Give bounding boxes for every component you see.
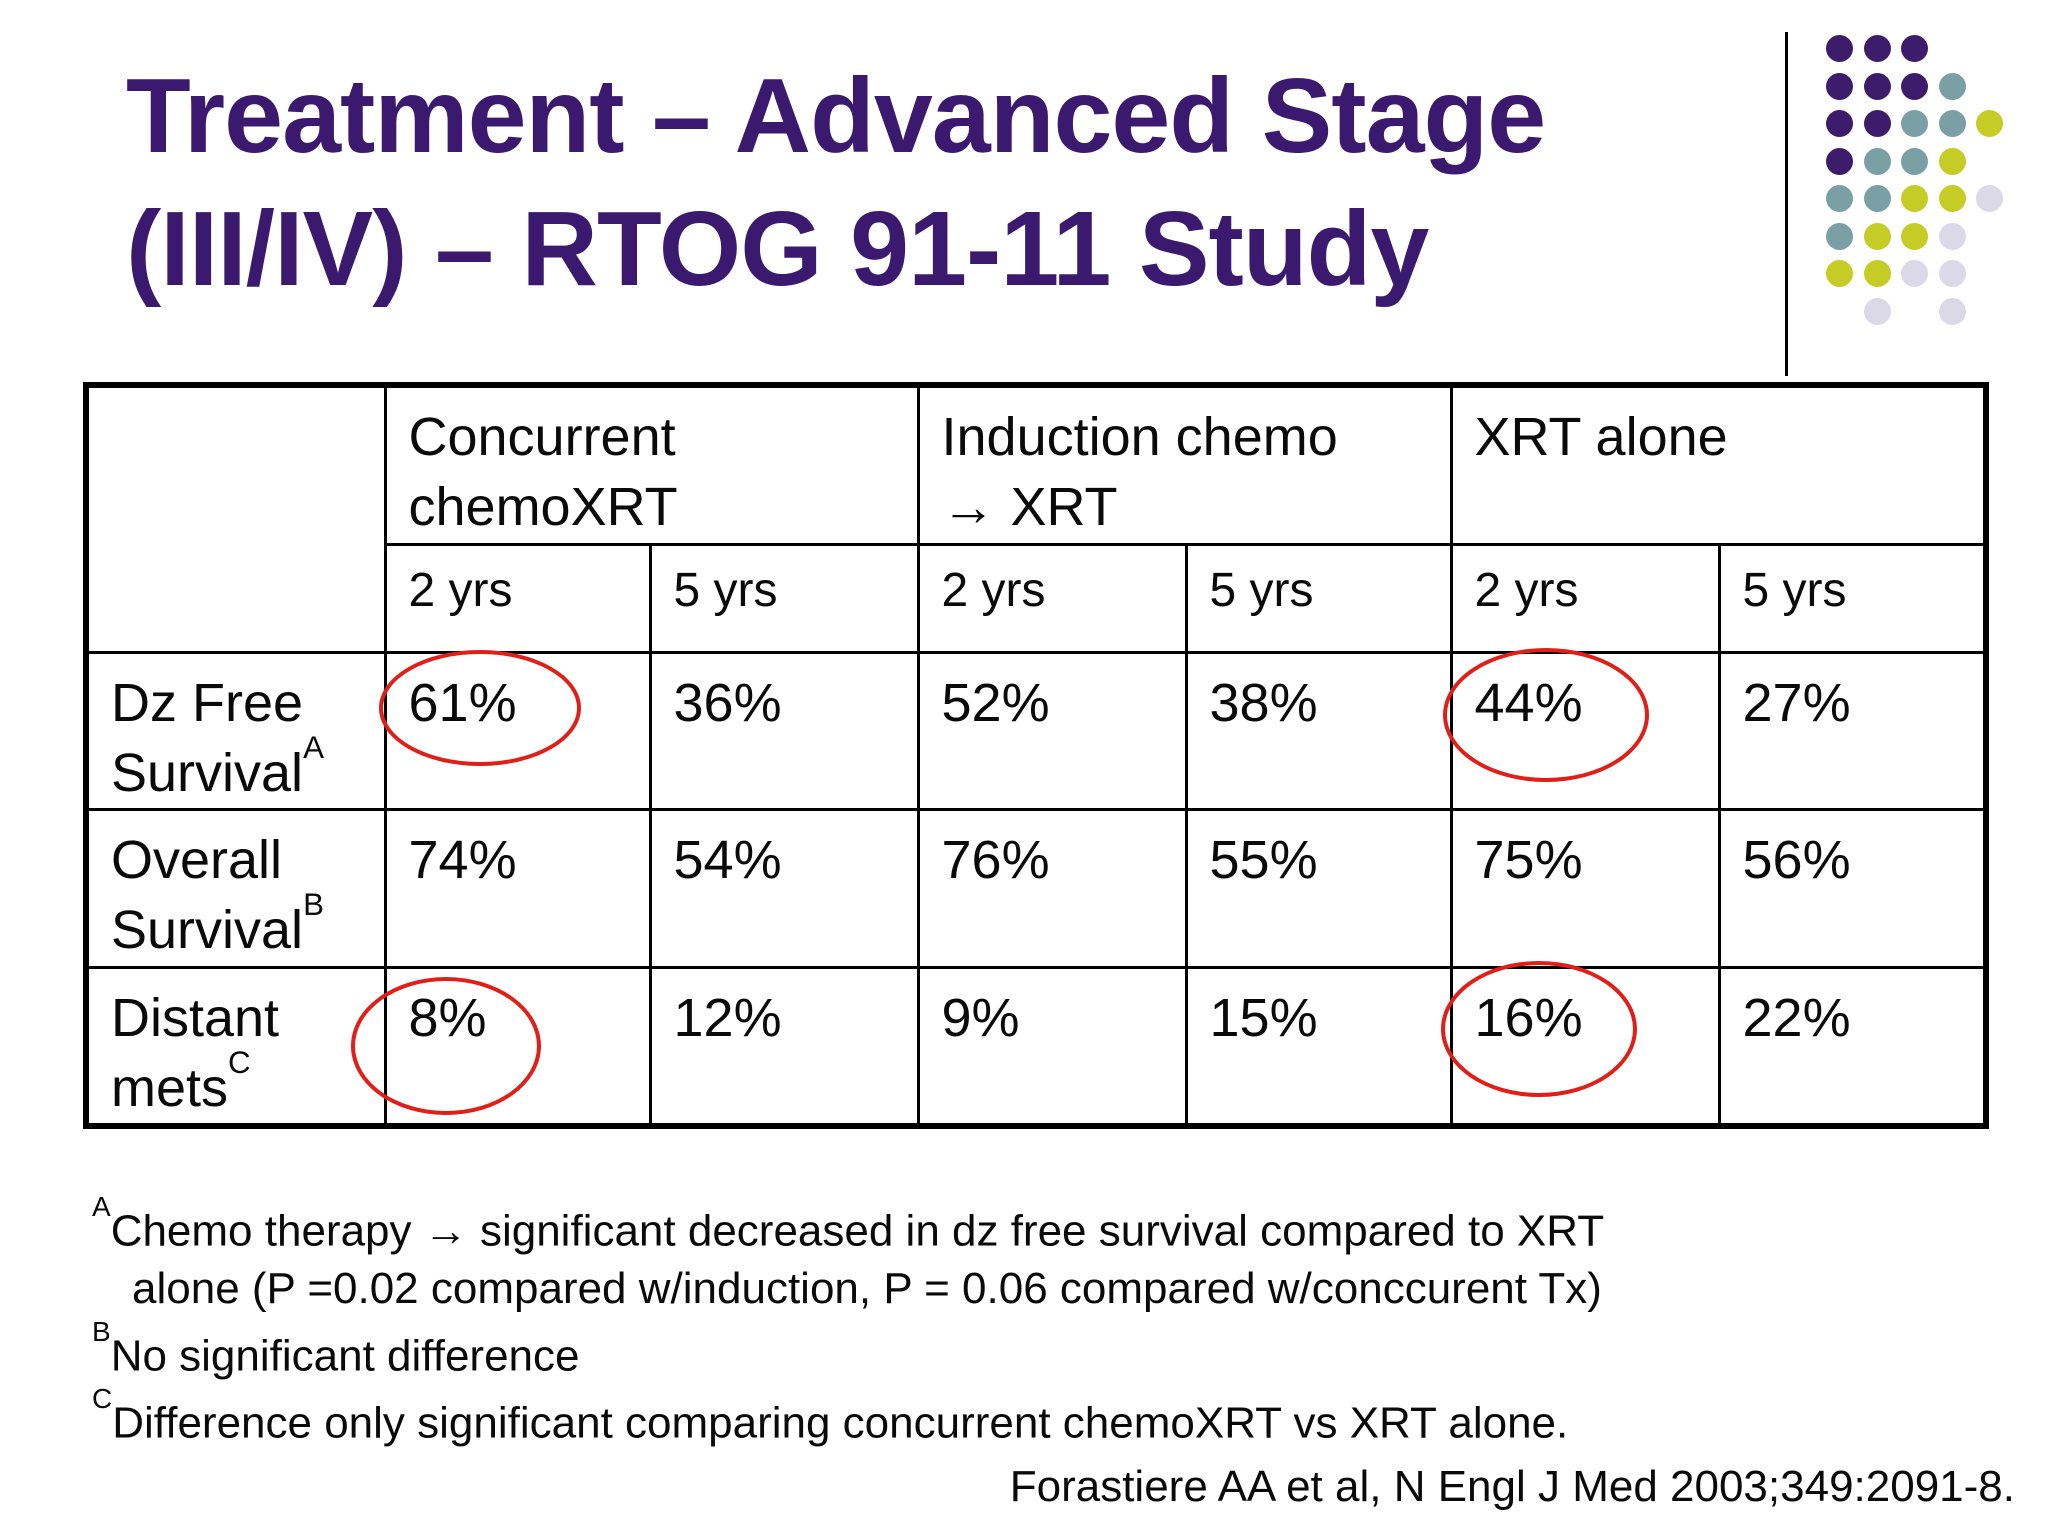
- dot: [1901, 147, 1928, 175]
- cell-dzfs-xrt-2yrs: 44%: [1442, 647, 1721, 811]
- footnote-a-line-2: alone (P =0.02 compared w/induction, P =…: [132, 1263, 1602, 1313]
- cell-os-xrt-2yrs: 75%: [1449, 807, 1721, 969]
- dot: [1976, 110, 2003, 137]
- dot: [1863, 72, 1891, 100]
- dots-decoration: [1826, 35, 2026, 355]
- column-group-concurrent-chemoxrt: Concurrent chemoXRT: [383, 383, 920, 546]
- dot: [1901, 185, 1928, 212]
- cell-dm-concurrent-5yrs: 12%: [648, 965, 920, 1128]
- row-label-distant-mets: Distant metsC: [84, 965, 387, 1128]
- table-row-overall-survival: Overall SurvivalB 74% 54% 76% 55% 75% 56…: [84, 807, 1988, 969]
- dot: [1901, 222, 1928, 250]
- cell-dm-xrt-5yrs: 22%: [1717, 965, 1988, 1128]
- dot: [1938, 185, 1966, 212]
- cell-dzfs-induction-5yrs: 38%: [1184, 650, 1453, 811]
- subheader-concurrent-5yrs: 5 yrs: [648, 542, 920, 654]
- row-label-dz-free-survival: Dz Free SurvivalA: [84, 650, 387, 811]
- cell-os-induction-2yrs: 76%: [916, 807, 1188, 969]
- dot: [1826, 222, 1853, 250]
- dot: [1938, 147, 1966, 175]
- dot: [1826, 260, 1853, 287]
- subheader-concurrent-2yrs: 2 yrs: [383, 542, 652, 654]
- footnote-marker: A: [303, 729, 324, 765]
- footnote-marker: A: [92, 1191, 111, 1222]
- divider-line: [1785, 32, 1788, 376]
- cell-dzfs-concurrent-2yrs: 61%: [378, 649, 652, 811]
- row-label-line: metsC: [111, 1044, 251, 1119]
- subheader-xrt-2yrs: 2 yrs: [1449, 542, 1721, 654]
- cell-dm-induction-5yrs: 15%: [1184, 965, 1453, 1128]
- group-header-line: Concurrent: [408, 407, 676, 467]
- subheader-induction-2yrs: 2 yrs: [916, 542, 1188, 654]
- dot: [1901, 110, 1928, 137]
- footnote-b: BNo significant difference: [92, 1315, 580, 1381]
- slide-title: Treatment – Advanced Stage (III/IV) – RT…: [126, 50, 1626, 315]
- dot: [1826, 110, 1853, 137]
- dot: [1863, 297, 1891, 325]
- dot: [1863, 147, 1891, 175]
- row-label-line: Distant: [111, 987, 280, 1048]
- dot: [1863, 110, 1891, 137]
- footnote-marker: B: [303, 886, 324, 922]
- cell-dm-xrt-2yrs: 16%: [1440, 960, 1721, 1128]
- dot: [1938, 110, 1966, 137]
- dot: [1938, 260, 1966, 287]
- slide-title-line-2: (III/IV) – RTOG 91-11 Study: [126, 189, 1429, 308]
- footnote-c: CDifference only significant comparing c…: [92, 1383, 1569, 1448]
- row-label-overall-survival: Overall SurvivalB: [84, 807, 387, 969]
- dot: [1826, 147, 1853, 175]
- column-group-xrt-alone: XRT alone: [1449, 383, 1988, 546]
- dot: [1901, 72, 1928, 100]
- dot: [1938, 222, 1966, 250]
- dot: [1826, 35, 1853, 62]
- group-header-line: Induction chemo: [941, 407, 1338, 467]
- group-header-line: XRT alone: [1474, 407, 1728, 467]
- footnote-a-line-1: AChemo therapy → significant decreased i…: [92, 1191, 1605, 1256]
- cell-dzfs-xrt-5yrs: 27%: [1717, 650, 1988, 811]
- cell-dzfs-concurrent-5yrs: 36%: [648, 650, 920, 811]
- footnote-marker: B: [92, 1315, 111, 1347]
- dot: [1863, 185, 1891, 212]
- subheader-xrt-5yrs: 5 yrs: [1717, 542, 1988, 654]
- group-header-line: chemoXRT: [408, 477, 678, 538]
- results-table: Concurrent chemoXRT Induction chemo → XR…: [83, 382, 1989, 1130]
- dot: [1863, 35, 1891, 62]
- row-label-line: SurvivalA: [111, 729, 324, 803]
- subheader-induction-5yrs: 5 yrs: [1184, 542, 1453, 654]
- footnote-marker: C: [228, 1044, 251, 1080]
- row-label-line: SurvivalB: [111, 886, 324, 961]
- footnote-marker: C: [92, 1383, 113, 1415]
- row-label-line: Overall: [111, 829, 283, 890]
- cell-os-xrt-5yrs: 56%: [1717, 807, 1988, 969]
- cell-dm-induction-2yrs: 9%: [916, 965, 1188, 1128]
- dot: [1826, 72, 1853, 100]
- table-row-distant-mets: Distant metsC 8% 12% 9% 15% 16% 22%: [84, 960, 1988, 1128]
- dot: [1976, 185, 2003, 212]
- cell-os-concurrent-5yrs: 54%: [648, 807, 920, 969]
- dot: [1938, 297, 1966, 325]
- citation: Forastiere AA et al, N Engl J Med 2003;3…: [1009, 1462, 2015, 1511]
- dot: [1863, 222, 1891, 250]
- dot: [1826, 185, 1853, 212]
- cell-dm-concurrent-2yrs: 8%: [350, 965, 652, 1128]
- dot: [1863, 260, 1891, 287]
- dot: [1938, 72, 1966, 100]
- cell-os-induction-5yrs: 55%: [1184, 807, 1453, 969]
- cell-dzfs-induction-2yrs: 52%: [916, 650, 1188, 811]
- dot: [1901, 35, 1928, 62]
- cell-os-concurrent-2yrs: 74%: [383, 807, 652, 969]
- slide-title-line-1: Treatment – Advanced Stage: [126, 57, 1546, 175]
- table-row-dz-free-survival: Dz Free SurvivalA 61% 36% 52% 38% 44% 27…: [84, 647, 1988, 811]
- dot: [1901, 260, 1928, 287]
- row-label-line: Dz Free: [111, 672, 304, 733]
- footnotes: AChemo therapy → significant decreased i…: [92, 1191, 1892, 1452]
- table-corner-cell: [84, 383, 387, 654]
- column-group-induction-chemo-xrt: Induction chemo → XRT: [916, 383, 1453, 546]
- group-header-line: → XRT: [941, 477, 1118, 538]
